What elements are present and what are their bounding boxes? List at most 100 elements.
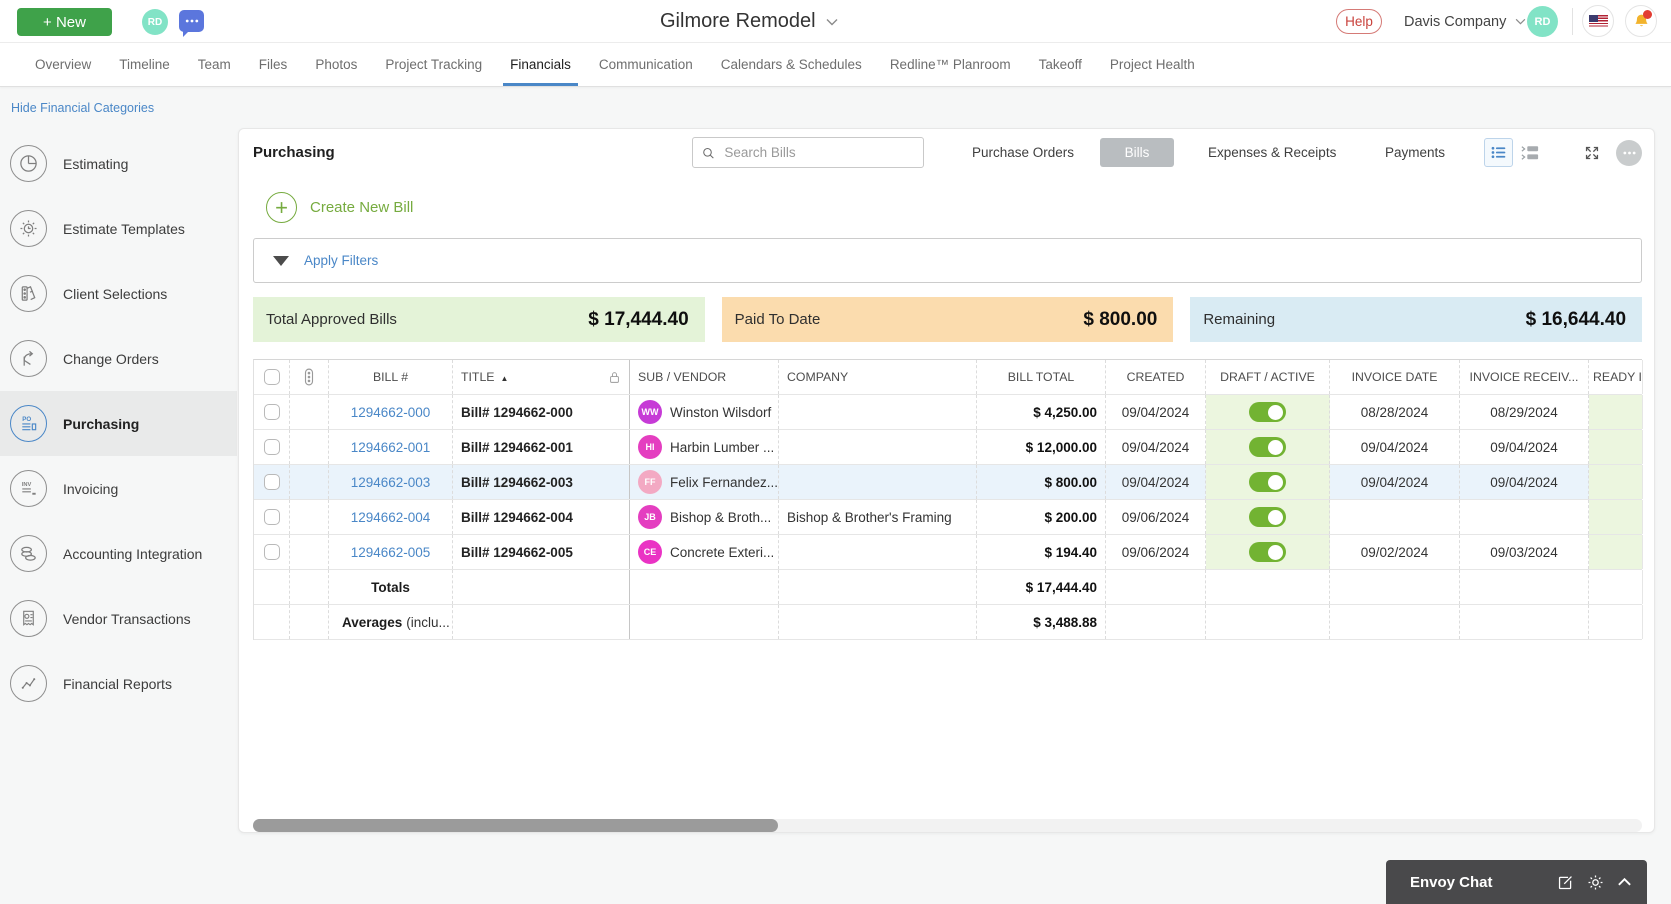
tab-takeoff[interactable]: Takeoff: [1038, 57, 1082, 72]
bill-number-link[interactable]: 1294662-001: [350, 439, 431, 455]
tab-calendars-schedules[interactable]: Calendars & Schedules: [720, 57, 862, 72]
grouped-view-icon: [1521, 146, 1539, 160]
triangle-down-icon: [273, 255, 289, 266]
fullscreen-icon: [1585, 146, 1599, 160]
row-checkbox[interactable]: [263, 404, 280, 420]
compose-icon[interactable]: [1557, 874, 1574, 891]
sidebar-item-financial-reports[interactable]: Financial Reports: [0, 651, 237, 716]
project-title-menu[interactable]: Gilmore Remodel: [660, 0, 838, 43]
tab-photos[interactable]: Photos: [315, 57, 358, 72]
paid-to-date-card: Paid To Date $ 800.00: [721, 297, 1174, 342]
create-new-bill-button[interactable]: + Create New Bill: [266, 192, 413, 223]
bill-number-link[interactable]: 1294662-000: [350, 404, 431, 420]
tab-redline-planroom[interactable]: Redline™ Planroom: [889, 57, 1011, 72]
search-input[interactable]: [722, 144, 914, 161]
draft-active-toggle[interactable]: [1249, 472, 1286, 492]
view-tab-expenses-receipts[interactable]: Expenses & Receipts: [1208, 145, 1337, 160]
view-tab-purchase-orders[interactable]: Purchase Orders: [972, 145, 1075, 160]
sort-asc-icon: ▲: [500, 374, 509, 383]
sidebar-item-invoicing[interactable]: INV Invoicing: [0, 456, 237, 521]
row-checkbox[interactable]: [263, 544, 280, 560]
bill-number-link[interactable]: 1294662-003: [350, 474, 431, 490]
user-avatar[interactable]: RD: [142, 9, 168, 35]
column-header-invoice-date[interactable]: INVOICE DATE: [1330, 360, 1460, 394]
view-tab-bills[interactable]: Bills: [1100, 138, 1174, 167]
scrollbar-thumb[interactable]: [253, 819, 778, 832]
column-header-title[interactable]: TITLE ▲: [453, 360, 630, 394]
sidebar-item-change-orders[interactable]: Change Orders: [0, 326, 237, 391]
tab-project-tracking[interactable]: Project Tracking: [385, 57, 483, 72]
column-header-draft-active[interactable]: DRAFT / ACTIVE: [1206, 360, 1330, 394]
bill-number-link[interactable]: 1294662-005: [350, 544, 431, 560]
sidebar-item-purchasing[interactable]: PO Purchasing: [0, 391, 237, 456]
sidebar-item-client-selections[interactable]: Client Selections: [0, 261, 237, 326]
column-header-bill-no[interactable]: BILL #: [329, 360, 453, 394]
apply-filters-bar[interactable]: Apply Filters: [253, 238, 1642, 283]
draft-active-toggle[interactable]: [1249, 437, 1286, 457]
language-flag-button[interactable]: [1582, 5, 1614, 37]
invoice-date: 09/04/2024: [1360, 439, 1429, 455]
financial-categories-sidebar: Estimating Estimate Templates Client Sel…: [0, 131, 237, 716]
list-view-button[interactable]: [1484, 138, 1513, 167]
bill-title: Bill# 1294662-000: [461, 404, 573, 420]
row-checkbox[interactable]: [263, 439, 280, 455]
company-name: Bishop & Brother's Framing: [787, 509, 952, 525]
vendor-avatar: WW: [638, 400, 662, 424]
page-title: Gilmore Remodel: [660, 10, 816, 32]
column-header-created[interactable]: CREATED: [1106, 360, 1206, 394]
us-flag-icon: [1588, 15, 1608, 27]
draft-active-toggle[interactable]: [1249, 507, 1286, 527]
new-button[interactable]: + New: [17, 8, 112, 36]
vendor-name: Bishop & Broth...: [670, 509, 772, 525]
more-options-button[interactable]: [1616, 140, 1642, 166]
tab-project-health[interactable]: Project Health: [1109, 57, 1195, 72]
tab-timeline[interactable]: Timeline: [119, 57, 170, 72]
draft-active-toggle[interactable]: [1249, 542, 1286, 562]
summary-cards: Total Approved Bills $ 17,444.40 Paid To…: [253, 297, 1643, 342]
user-avatar[interactable]: RD: [1527, 6, 1558, 37]
line-chart-icon: [10, 665, 47, 702]
column-header-sub-vendor[interactable]: SUB / VENDOR: [630, 360, 779, 394]
help-button[interactable]: Help: [1336, 9, 1382, 34]
list-view-icon: [1491, 146, 1506, 159]
sidebar-item-estimating[interactable]: Estimating: [0, 131, 237, 196]
collapse-chevron-icon[interactable]: [1617, 877, 1632, 887]
vendor-name: Felix Fernandez...: [670, 474, 779, 490]
tab-team[interactable]: Team: [197, 57, 231, 72]
row-checkbox[interactable]: [263, 509, 280, 525]
sidebar-item-estimate-templates[interactable]: Estimate Templates: [0, 196, 237, 261]
created-date: 09/06/2024: [1121, 509, 1190, 525]
grouped-view-button[interactable]: [1520, 144, 1540, 162]
tab-overview[interactable]: Overview: [35, 57, 92, 72]
invoice-date: 09/02/2024: [1360, 544, 1429, 560]
bill-total: $ 194.40: [1044, 544, 1097, 560]
bill-number-link[interactable]: 1294662-004: [350, 509, 431, 525]
gear-icon[interactable]: [1587, 874, 1604, 891]
chat-bubble-icon[interactable]: [179, 10, 204, 37]
view-tab-payments[interactable]: Payments: [1385, 145, 1446, 160]
tab-financials[interactable]: Financials: [496, 43, 585, 86]
sidebar-item-accounting-integration[interactable]: Accounting Integration: [0, 521, 237, 586]
notifications-button[interactable]: [1625, 5, 1657, 37]
column-header-bill-total[interactable]: BILL TOTAL: [977, 360, 1106, 394]
sidebar-item-vendor-transactions[interactable]: Vendor Transactions: [0, 586, 237, 651]
hide-financial-categories-link[interactable]: Hide Financial Categories: [11, 101, 155, 115]
row-checkbox[interactable]: [263, 474, 280, 490]
table-row: 1294662-005 Bill# 1294662-005 CE Concrete…: [254, 535, 1643, 570]
table-row: 1294662-000 Bill# 1294662-000 WW Winston …: [254, 395, 1643, 430]
created-date: 09/06/2024: [1121, 544, 1190, 560]
tab-files[interactable]: Files: [258, 57, 288, 72]
tab-communication[interactable]: Communication: [598, 57, 693, 72]
divider: [1572, 8, 1573, 35]
chevron-down-icon: [1516, 18, 1526, 25]
column-header-company[interactable]: COMPANY: [779, 360, 977, 394]
column-header-invoice-received[interactable]: INVOICE RECEIV...: [1460, 360, 1589, 394]
select-all-checkbox[interactable]: [263, 369, 280, 385]
company-dropdown[interactable]: Davis Company: [1404, 0, 1526, 43]
bill-total: $ 800.00: [1044, 474, 1097, 490]
coins-icon: [10, 535, 47, 572]
draft-active-toggle[interactable]: [1249, 402, 1286, 422]
fullscreen-button[interactable]: [1582, 143, 1602, 163]
column-header-ready[interactable]: READY I: [1589, 360, 1643, 394]
envoy-chat-bar[interactable]: Envoy Chat: [1386, 860, 1647, 904]
